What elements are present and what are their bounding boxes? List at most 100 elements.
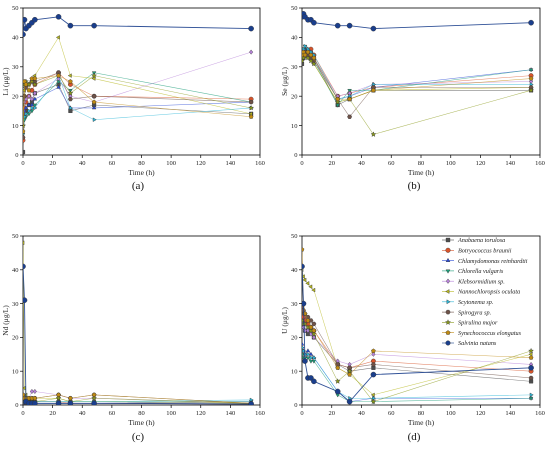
data-point — [312, 355, 317, 360]
data-point — [529, 392, 534, 398]
data-point — [68, 108, 73, 113]
legend-marker — [445, 309, 451, 315]
legend-item-scytonema-sp: Scytonema sp. — [442, 299, 493, 306]
data-point — [33, 105, 38, 111]
y-tick-label: 40 — [291, 267, 298, 274]
x-tick-label: 100 — [446, 160, 456, 167]
series-anabaena-torulosa — [302, 50, 534, 108]
data-point — [302, 348, 307, 354]
data-point — [528, 396, 534, 401]
x-tick-label: 100 — [166, 410, 176, 417]
x-tick-label: 0 — [21, 410, 24, 417]
data-point — [347, 372, 352, 377]
legend-marker — [445, 247, 451, 253]
series-salvinia-natans — [23, 263, 254, 405]
x-axis-label: Time (h) — [408, 418, 435, 427]
chart-panel-b: 0 20 40 60 80 100 120 140 160 0 10 20 30 40 50 Time (h)… — [280, 5, 545, 192]
data-point — [248, 104, 255, 111]
legend-label: Nannochloropsis oculata — [457, 289, 520, 296]
y-tick-label: 0 — [15, 402, 18, 409]
legend-item-chlamydomonas-reinhardtii: Chlamydomonas reinhardtii — [442, 258, 528, 265]
legend-item-spirogyra-sp: Spirogyra sp. — [442, 309, 491, 316]
plot-frame — [301, 7, 541, 156]
data-point — [68, 79, 73, 84]
x-tick-label: 0 — [300, 410, 303, 417]
data-point — [371, 87, 376, 93]
legend-item-klebsormidium-sp: Klebsormidium sp. — [442, 278, 505, 285]
legend-label: Scytonema sp. — [458, 299, 493, 306]
x-tick-label: 100 — [446, 410, 456, 417]
data-point — [23, 31, 26, 38]
legend-item-salvinia-natans: Salvinia natans — [442, 340, 497, 347]
x-tick-label: 40 — [79, 160, 86, 167]
data-point — [302, 320, 308, 327]
data-point — [56, 73, 61, 78]
legend-marker — [445, 289, 450, 294]
data-point — [55, 14, 62, 20]
data-point — [23, 149, 26, 155]
x-tick-label: 60 — [388, 410, 395, 417]
x-tick-label: 120 — [196, 410, 206, 417]
data-point — [67, 22, 74, 29]
data-point — [528, 347, 534, 354]
data-point — [528, 352, 533, 357]
y-tick-label: 20 — [291, 335, 298, 342]
series-nannochloropsis-oculata — [302, 49, 533, 105]
series-spirogyra-sp — [302, 304, 534, 381]
x-tick-label: 140 — [226, 160, 236, 167]
data-point — [347, 114, 353, 119]
data-point — [91, 395, 98, 401]
data-point — [23, 135, 26, 140]
data-point — [528, 68, 534, 73]
data-point — [91, 22, 97, 29]
data-point — [23, 81, 29, 87]
x-tick-label: 140 — [505, 160, 515, 167]
data-point — [335, 96, 341, 102]
y-tick-label: 10 — [291, 123, 298, 130]
data-point — [311, 328, 317, 333]
x-tick-label: 20 — [329, 410, 336, 417]
data-point — [311, 378, 317, 385]
x-tick-label: 160 — [255, 160, 265, 167]
data-point — [23, 240, 25, 246]
data-point — [528, 355, 534, 360]
data-point — [91, 76, 96, 81]
series-line — [23, 51, 252, 138]
series-line — [23, 84, 252, 153]
legend-marker — [445, 330, 451, 335]
data-point — [334, 22, 341, 29]
panel-label: (b) — [408, 180, 421, 192]
data-point — [528, 365, 534, 371]
data-point — [302, 346, 305, 350]
series-salvinia-natans — [302, 263, 534, 405]
y-tick-label: 10 — [291, 368, 298, 375]
data-point — [305, 49, 311, 55]
data-point — [67, 97, 73, 102]
data-point — [311, 321, 317, 326]
legend-item-nannochloropsis-oculata: Nannochloropsis oculata — [442, 289, 520, 296]
y-axis-label: Nd (μg/L) — [1, 305, 10, 336]
data-point — [370, 131, 377, 137]
x-tick-label: 160 — [535, 160, 545, 167]
data-point — [346, 398, 353, 405]
x-tick-label: 60 — [388, 160, 395, 167]
legend: Anabaena torulosa Botryococcus braunii Chl… — [442, 237, 528, 347]
legend-marker — [445, 278, 451, 284]
y-tick-label: 10 — [12, 123, 19, 130]
legend-label: Chlamydomonas reinhardtii — [458, 258, 528, 265]
data-point — [248, 25, 254, 32]
data-point — [370, 362, 376, 367]
legend-item-synechococcus-elongatus: Synechococcus elongatus — [442, 330, 522, 337]
data-point — [308, 284, 313, 289]
data-point — [370, 398, 377, 405]
x-axis-label: Time (h) — [128, 168, 155, 177]
data-point — [91, 72, 98, 79]
data-point — [302, 353, 305, 357]
data-point — [32, 76, 38, 81]
legend-label: Salvinia natans — [458, 340, 497, 347]
series-salvinia-natans — [302, 11, 534, 32]
data-point — [32, 103, 38, 108]
data-point — [308, 359, 314, 364]
series-spirogyra-sp — [23, 70, 254, 140]
